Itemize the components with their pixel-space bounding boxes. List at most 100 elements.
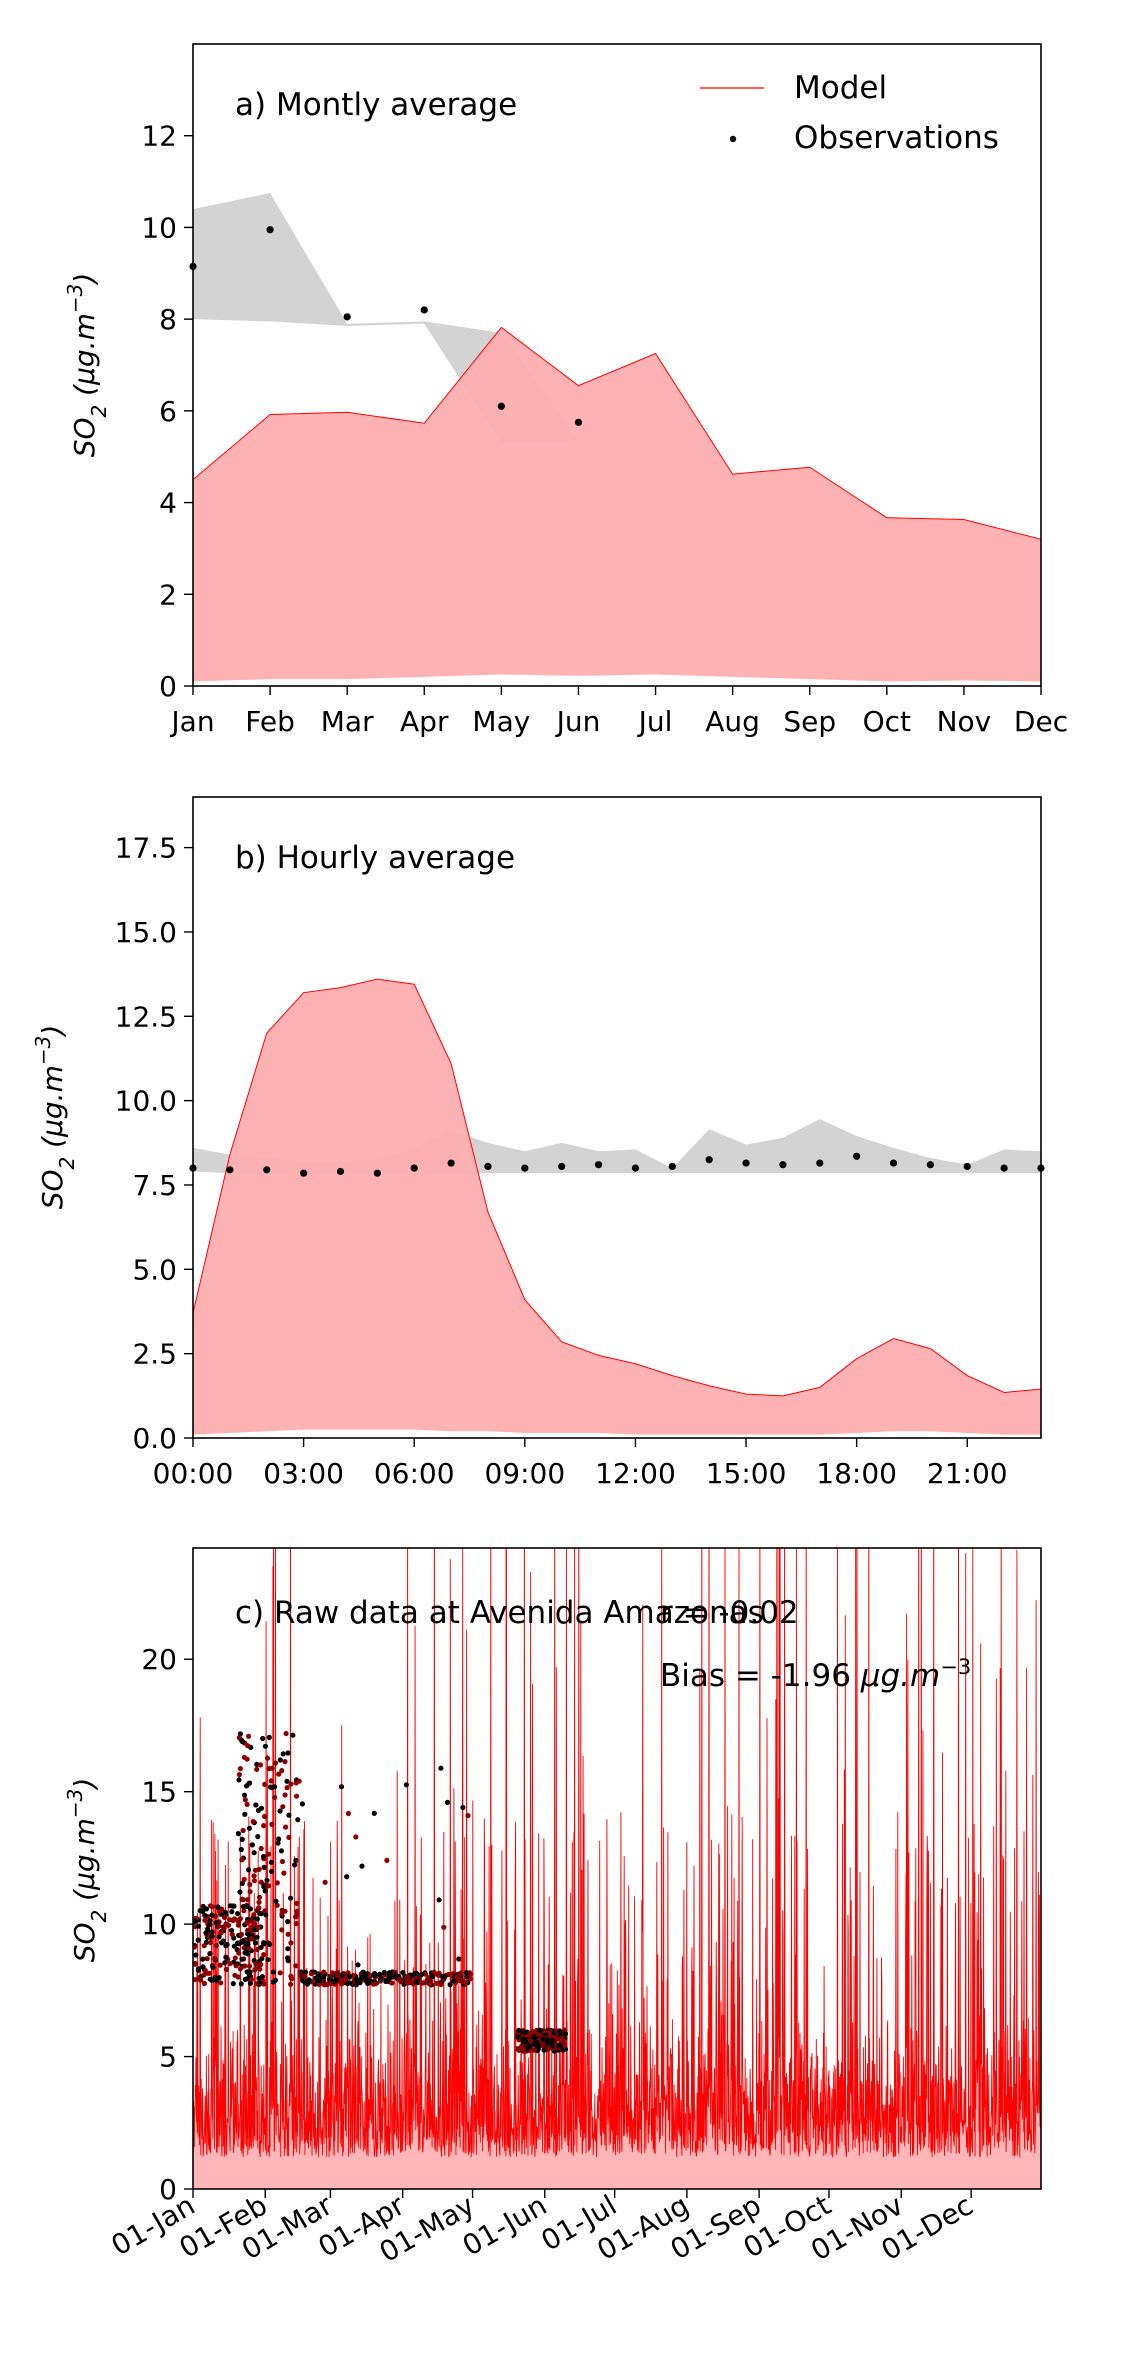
observation-point	[339, 1972, 345, 1978]
observation-point	[497, 402, 505, 410]
observation-point	[262, 1743, 268, 1749]
observation-point	[853, 1152, 861, 1160]
observation-point	[447, 1159, 455, 1167]
observation-point	[223, 1954, 229, 1960]
y-tick-label: 12	[141, 120, 177, 153]
observation-point	[546, 2046, 552, 2052]
observation-point	[353, 1982, 359, 1988]
observation-point	[465, 1813, 471, 1819]
observation-point	[294, 1793, 300, 1799]
observation-point	[264, 1755, 271, 1761]
x-tick-label: 06:00	[374, 1457, 455, 1490]
observation-point	[447, 1982, 453, 1988]
observation-point	[208, 1939, 214, 1946]
observation-point	[200, 1964, 206, 1970]
y-tick-label: 0	[159, 2173, 177, 2206]
observation-point	[520, 2046, 526, 2052]
panel-c-title: c) Raw data at Avenida Amazonas	[235, 1595, 764, 1631]
observation-point	[272, 1794, 278, 1801]
observation-point	[240, 1938, 246, 1944]
observation-point	[329, 1970, 335, 1976]
observation-point	[742, 1159, 750, 1167]
observation-point	[544, 2037, 551, 2043]
observation-point	[239, 1836, 245, 1842]
observation-point	[193, 1944, 197, 1950]
observation-point	[300, 1169, 308, 1177]
observation-point	[202, 1917, 208, 1923]
observation-point	[207, 1922, 213, 1928]
observation-point	[244, 1931, 251, 1937]
panel-a-x-ticks: Jan Feb Mar Apr May Jun Jul Aug Sep Oct Nov Dec	[169, 686, 1068, 738]
observation-point	[398, 1978, 404, 1984]
observation-point	[285, 1931, 291, 1937]
observation-point	[338, 1784, 345, 1790]
observation-point	[467, 1976, 473, 1982]
observation-point	[209, 1912, 215, 1918]
observation-point	[196, 1975, 202, 1981]
observation-point	[279, 1911, 285, 1917]
observation-point	[926, 1161, 934, 1169]
x-tick-label: Dec	[1014, 705, 1068, 738]
panel-c-correlation: r = -0.02	[660, 1595, 799, 1631]
observation-point	[413, 1970, 419, 1976]
observation-point	[343, 313, 351, 321]
observation-point	[270, 1969, 277, 1975]
panel-c-model-area	[193, 1548, 1041, 2189]
observation-point	[278, 1848, 284, 1854]
observation-point	[218, 1980, 224, 1986]
observation-point	[335, 1969, 341, 1976]
observation-point	[514, 2034, 521, 2040]
observation-point	[272, 1977, 278, 1983]
panel-c-model-line	[193, 1548, 1041, 2158]
observation-point	[345, 1810, 351, 1817]
observation-point	[200, 1956, 206, 1962]
observation-point	[419, 1980, 425, 1986]
observation-point	[205, 1926, 211, 1932]
observation-point	[288, 1981, 294, 1987]
observation-point	[283, 1824, 289, 1830]
observation-point	[253, 1961, 259, 1967]
observation-point	[332, 1978, 338, 1985]
observation-point	[265, 1851, 271, 1857]
observation-point	[193, 1952, 199, 1958]
x-tick-label: May	[472, 705, 530, 738]
observation-point	[286, 1834, 292, 1840]
observation-point	[889, 1159, 898, 1167]
observation-point	[561, 2041, 567, 2047]
x-tick-label: 09:00	[484, 1457, 565, 1490]
observation-point	[515, 2046, 521, 2052]
observation-point	[232, 1955, 238, 1961]
x-tick-label: 03:00	[263, 1457, 344, 1490]
observation-point	[252, 1940, 258, 1946]
observation-point	[279, 1907, 285, 1913]
panel-c-x-ticks: 01-Jan01-Feb01-Mar01-Apr01-May01-Jun01-J…	[106, 2188, 979, 2269]
observation-point	[220, 1938, 226, 1944]
observation-point	[336, 1167, 345, 1176]
observation-point	[262, 1813, 268, 1820]
panel-b-y-ticks: 0.0 2.5 5.0 7.5 10.0 12.5 15.0 17.5	[115, 832, 193, 1455]
observation-point	[342, 1977, 348, 1983]
observation-point	[540, 2036, 546, 2042]
observation-point	[269, 1868, 275, 1874]
panel-a-title: a) Montly average	[235, 87, 517, 123]
observation-point	[269, 1765, 275, 1771]
observation-point	[384, 1857, 390, 1863]
x-tick-label: 12:00	[595, 1457, 676, 1490]
observation-point	[376, 1972, 383, 1978]
observation-point	[266, 226, 274, 234]
observation-point	[212, 1956, 218, 1962]
observation-point	[251, 1912, 257, 1918]
observation-point	[242, 1811, 248, 1817]
observation-point	[520, 2036, 526, 2042]
observation-point	[280, 1751, 286, 1757]
observation-point	[1000, 1164, 1008, 1172]
observation-point	[217, 1962, 223, 1968]
observation-point	[259, 1974, 265, 1980]
observation-point	[263, 1166, 271, 1174]
observation-point	[210, 1964, 216, 1970]
observation-point	[229, 1909, 235, 1915]
panel-b-observation-points	[189, 1152, 1045, 1177]
panel-a-monthly: 0 2 4 6 8 10 12 Jan Feb Mar Apr May Jun Jul Aug Sep Oct…	[63, 43, 1068, 738]
observation-point	[252, 1921, 258, 1927]
observation-point	[389, 1980, 395, 1986]
